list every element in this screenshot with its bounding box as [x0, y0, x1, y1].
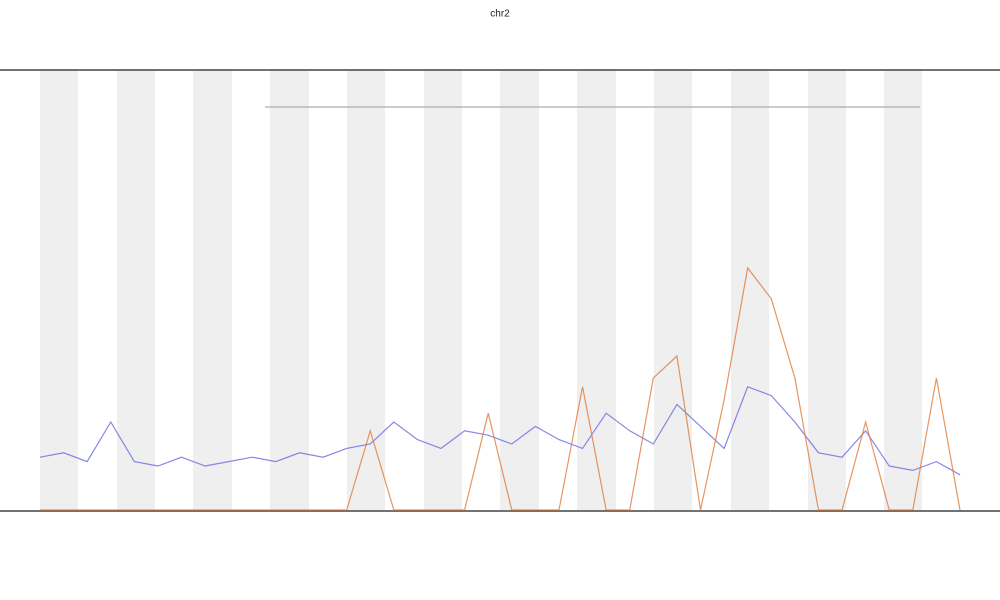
band: [193, 70, 232, 510]
band: [117, 70, 155, 510]
band: [884, 70, 922, 510]
band: [654, 70, 692, 510]
chart-title: chr2: [490, 9, 510, 20]
band: [808, 70, 846, 510]
band: [40, 70, 78, 510]
band: [577, 70, 616, 510]
series-line: [40, 266, 961, 511]
band: [424, 70, 462, 510]
band: [500, 70, 539, 510]
series-line: [39, 386, 961, 476]
band: [731, 70, 769, 510]
band: [270, 70, 309, 510]
bands: [40, 70, 922, 510]
